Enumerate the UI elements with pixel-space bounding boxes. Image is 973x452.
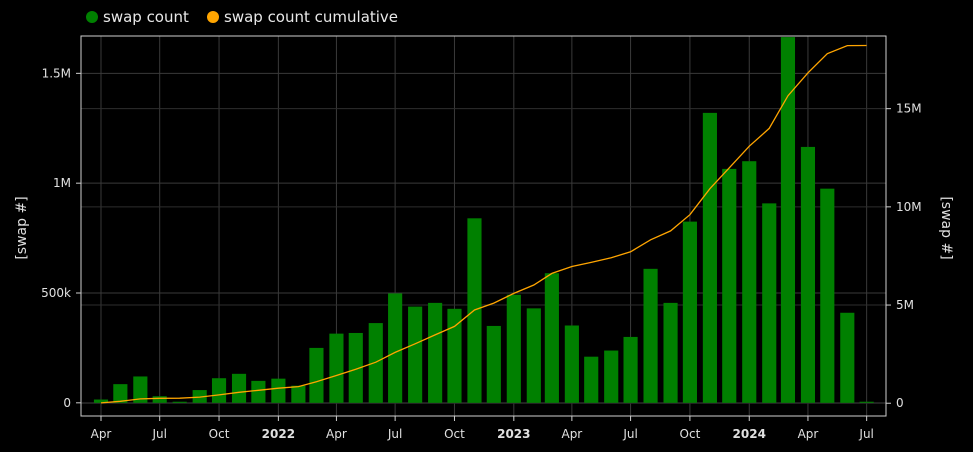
bar-swap-count[interactable]	[309, 347, 324, 403]
x-tick-label: Jul	[151, 427, 166, 441]
bar-swap-count[interactable]	[506, 294, 521, 403]
y-axis-left-title: [swap #]	[14, 196, 30, 259]
axes: Apr Jul Oct 2022 Apr Jul Oct 2023 Apr Jul Oct 2024 A…	[41, 35, 922, 441]
y-left-tick-label: 0	[63, 396, 71, 410]
bar-swap-count[interactable]	[329, 333, 344, 403]
bar-swap-count[interactable]	[702, 112, 717, 403]
bar-swap-count[interactable]	[428, 302, 443, 403]
legend-item-swap-count[interactable]: swap count	[86, 8, 189, 26]
x-tick-label: Jul	[387, 427, 402, 441]
bar-swap-count[interactable]	[742, 161, 757, 403]
bar-swap-count[interactable]	[623, 336, 638, 403]
x-tick-label: 2022	[262, 427, 295, 441]
plot-frame	[80, 35, 887, 417]
legend: swap count swap count cumulative	[86, 8, 398, 26]
x-tick-label: Jul	[858, 427, 873, 441]
bar-swap-count[interactable]	[408, 306, 423, 403]
bar-swap-count[interactable]	[231, 373, 247, 403]
bar-swap-count[interactable]	[780, 37, 796, 403]
x-tick-label: Apr	[798, 427, 819, 441]
x-tick-label: Oct	[680, 427, 701, 441]
legend-marker-swap-count	[86, 11, 98, 23]
bar-swap-count[interactable]	[564, 325, 579, 403]
bar-swap-count[interactable]	[840, 312, 855, 403]
bar-swap-count[interactable]	[820, 188, 835, 403]
bar-swap-count[interactable]	[643, 268, 658, 403]
bar-swap-count[interactable]	[486, 325, 501, 403]
x-tick-label: Jul	[622, 427, 637, 441]
bar-swap-count[interactable]	[172, 401, 187, 403]
legend-marker-swap-count-cumulative	[207, 11, 219, 23]
bar-swap-count[interactable]	[251, 380, 266, 403]
bar-swap-count[interactable]	[348, 332, 363, 403]
bar-swap-count[interactable]	[526, 308, 541, 403]
x-tick-label: Apr	[561, 427, 582, 441]
y-right-tick-label: 0	[896, 396, 904, 410]
bar-swap-count[interactable]	[211, 378, 227, 403]
bar-swap-count[interactable]	[152, 396, 167, 403]
bar-swap-count[interactable]	[859, 401, 874, 403]
bar-swap-count[interactable]	[604, 350, 619, 403]
y-left-tick-label: 1M	[53, 176, 71, 190]
x-tick-label: Apr	[91, 427, 112, 441]
y-right-tick-label: 15M	[896, 102, 922, 116]
bar-swap-count[interactable]	[93, 399, 109, 403]
bar-swap-count[interactable]	[663, 302, 678, 403]
bar-swap-count[interactable]	[447, 308, 462, 403]
bar-swap-count[interactable]	[800, 146, 816, 403]
bar-swap-count[interactable]	[388, 293, 403, 403]
bar-swap-count[interactable]	[133, 376, 148, 403]
legend-label-swap-count-cumulative: swap count cumulative	[224, 8, 398, 26]
bar-swap-count[interactable]	[544, 273, 559, 403]
x-tick-label: Apr	[326, 427, 347, 441]
bar-swap-count[interactable]	[682, 221, 697, 403]
legend-label-swap-count: swap count	[103, 8, 189, 26]
bar-swap-count[interactable]	[368, 323, 383, 403]
bar-swap-count[interactable]	[722, 168, 737, 403]
bar-swap-count[interactable]	[291, 385, 306, 403]
legend-item-swap-count-cumulative[interactable]: swap count cumulative	[207, 8, 398, 26]
x-tick-label: Oct	[209, 427, 230, 441]
line-series-swap-count-cumulative	[100, 44, 867, 404]
x-tick-label: Oct	[444, 427, 465, 441]
bar-swap-count[interactable]	[762, 203, 777, 403]
bar-swap-count[interactable]	[113, 384, 128, 403]
y-left-tick-label: 500k	[41, 286, 71, 300]
y-axis-right-title: [swap #]	[938, 196, 954, 259]
y-right-tick-label: 10M	[896, 200, 922, 214]
y-left-tick-label: 1.5M	[42, 66, 71, 80]
y-right-tick-label: 5M	[896, 298, 914, 312]
x-tick-label: 2024	[733, 427, 766, 441]
bar-swap-count[interactable]	[271, 378, 286, 403]
line-swap-count-cumulative[interactable]	[100, 44, 867, 404]
bar-swap-count[interactable]	[584, 356, 599, 403]
x-tick-label: 2023	[497, 427, 530, 441]
